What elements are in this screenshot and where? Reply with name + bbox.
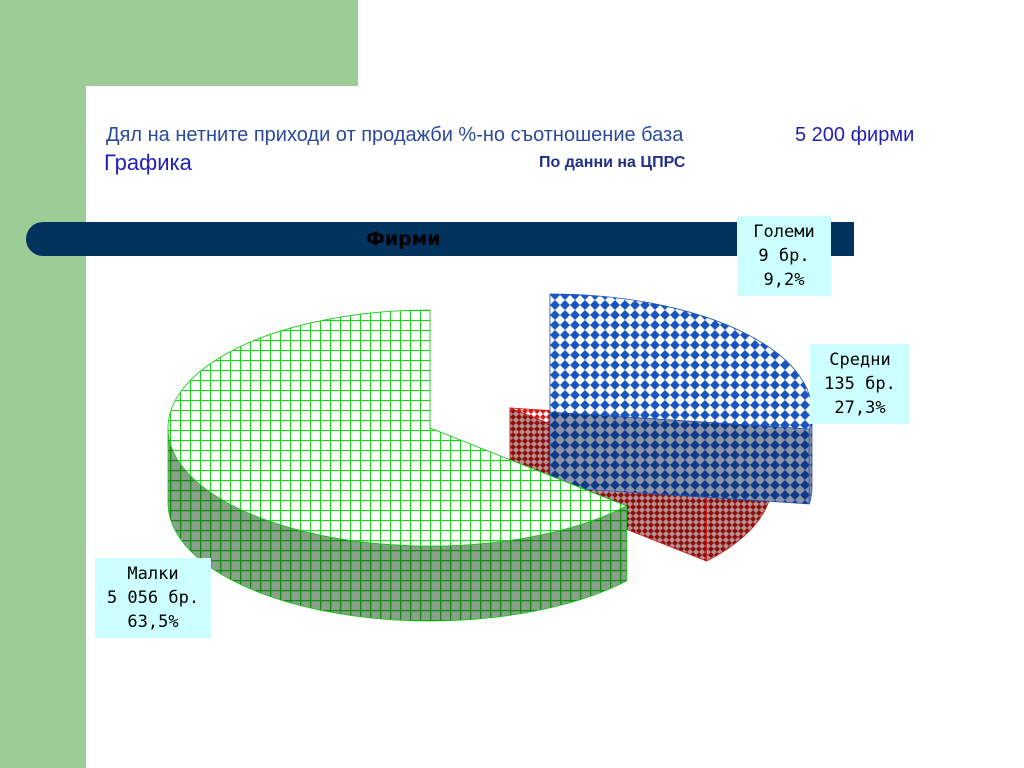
data-source: По данни на ЦПРС [539, 154, 686, 171]
green-top-bar [86, 0, 358, 86]
large-firms-count: 9 бр. [758, 246, 810, 266]
pie-slice-small-top [167, 309, 628, 547]
chart-title: Фирми [366, 228, 441, 250]
large-firms-percent: 9,2% [763, 270, 805, 290]
page-subtitle: Графика [104, 150, 192, 175]
label-medium-firms: Средни 135 бр. 27,3% [810, 344, 910, 424]
pie-slice-medium-top [549, 293, 813, 430]
firm-count: 5 200 фирми [795, 124, 915, 146]
page-title: Дял на нетните приходи от продажби %-но … [106, 124, 684, 146]
content-corner [86, 86, 166, 166]
small-firms-count: 5 056 бр. [106, 588, 200, 608]
medium-firms-percent: 27,3% [834, 398, 886, 418]
small-firms-name: Малки [127, 564, 179, 584]
medium-firms-count: 135 бр. [824, 374, 896, 394]
pie-slice-small [167, 309, 628, 622]
pie-slice-medium [549, 293, 813, 505]
label-large-firms: Големи 9 бр. 9,2% [737, 216, 831, 296]
large-firms-name: Големи [753, 222, 815, 242]
chart-title-band [26, 222, 854, 256]
green-side-bar [0, 0, 86, 768]
small-firms-percent: 63,5% [127, 612, 179, 632]
label-small-firms: Малки 5 056 бр. 63,5% [95, 558, 211, 638]
medium-firms-name: Средни [829, 350, 891, 370]
